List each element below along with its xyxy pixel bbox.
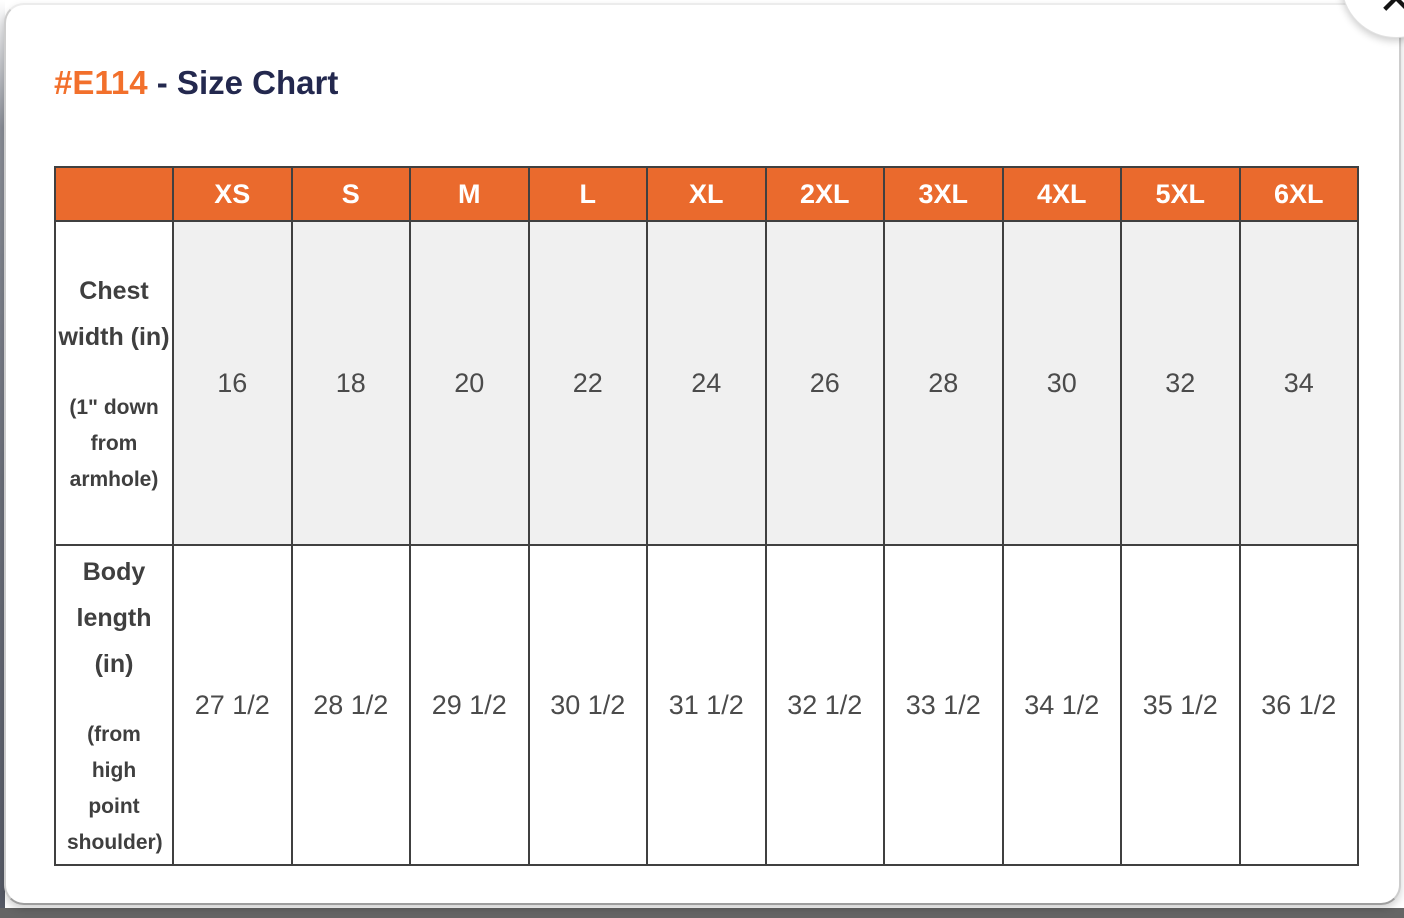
page-title-text: - Size Chart	[147, 64, 339, 101]
body-length-value-xs: 27 1/2	[172, 544, 293, 866]
size-col-header-xl: XL	[646, 166, 767, 222]
row-label-cell: Chest width (in) (1" down from armhole)	[54, 220, 174, 546]
body-length-value-5xl: 35 1/2	[1120, 544, 1241, 866]
size-col-header-l: L	[527, 166, 648, 222]
chest-width-value-4xl: 30	[1001, 220, 1122, 546]
page-background-bottom-edge	[0, 908, 1404, 918]
size-chart-modal: #E114 - Size Chart XS S M L XL 2XL 3XL 4…	[4, 3, 1401, 905]
product-code: #E114	[54, 64, 148, 101]
chest-width-row: Chest width (in) (1" down from armhole) …	[54, 220, 1359, 546]
body-length-value-3xl: 33 1/2	[883, 544, 1004, 866]
corner-cell	[54, 166, 174, 222]
size-col-header-4xl: 4XL	[1001, 166, 1122, 222]
size-col-header-xs: XS	[172, 166, 293, 222]
size-col-header-3xl: 3XL	[883, 166, 1004, 222]
body-length-value-l: 30 1/2	[527, 544, 648, 866]
row-label-title: Chest width (in)	[58, 277, 170, 351]
size-col-header-5xl: 5XL	[1120, 166, 1241, 222]
body-length-value-m: 29 1/2	[409, 544, 530, 866]
row-label-title: Body length (in)	[76, 558, 152, 678]
chest-width-value-3xl: 28	[883, 220, 1004, 546]
chest-width-value-6xl: 34	[1238, 220, 1359, 546]
size-chart-table: XS S M L XL 2XL 3XL 4XL 5XL 6XL Chest wi…	[54, 166, 1359, 866]
size-col-header-6xl: 6XL	[1238, 166, 1359, 222]
chest-width-value-xl: 24	[646, 220, 767, 546]
chest-width-value-m: 20	[409, 220, 530, 546]
body-length-value-6xl: 36 1/2	[1238, 544, 1359, 866]
page-background-left-edge	[0, 0, 5, 908]
body-length-value-s: 28 1/2	[290, 544, 411, 866]
page-title: #E114 - Size Chart	[54, 63, 338, 103]
close-icon: ✕	[1378, 0, 1404, 22]
size-col-header-m: M	[409, 166, 530, 222]
row-label-cell: Body length (in) (from high point should…	[54, 544, 174, 866]
chest-width-value-5xl: 32	[1120, 220, 1241, 546]
body-length-row: Body length (in) (from high point should…	[54, 544, 1359, 866]
size-col-header-s: S	[290, 166, 411, 222]
body-length-value-xl: 31 1/2	[646, 544, 767, 866]
chest-width-value-xs: 16	[172, 220, 293, 546]
size-header-row: XS S M L XL 2XL 3XL 4XL 5XL 6XL	[54, 166, 1359, 222]
chest-width-value-2xl: 26	[764, 220, 885, 546]
row-label-note: (from high point shoulder)	[67, 723, 163, 854]
body-length-value-4xl: 34 1/2	[1001, 544, 1122, 866]
row-label-note: (1" down from armhole)	[69, 396, 159, 491]
body-length-value-2xl: 32 1/2	[764, 544, 885, 866]
chest-width-value-s: 18	[290, 220, 411, 546]
chest-width-value-l: 22	[527, 220, 648, 546]
size-col-header-2xl: 2XL	[764, 166, 885, 222]
